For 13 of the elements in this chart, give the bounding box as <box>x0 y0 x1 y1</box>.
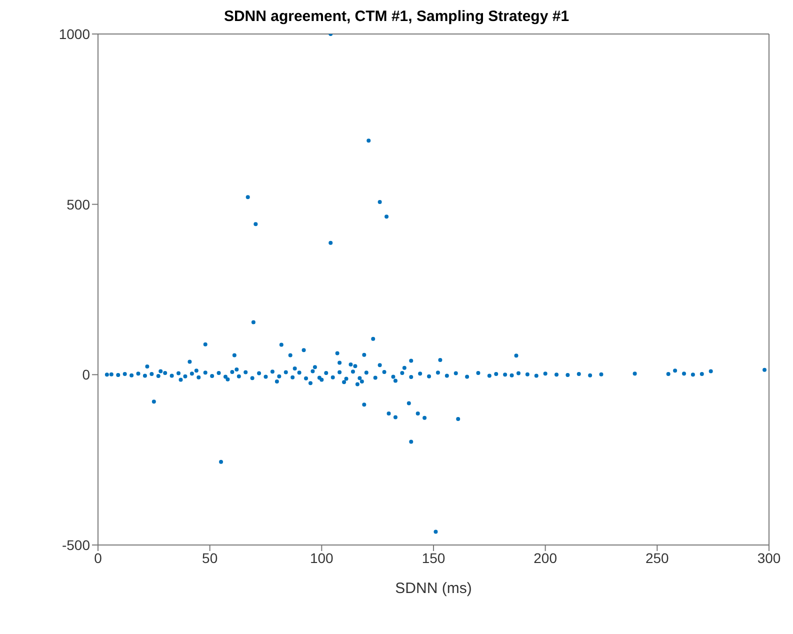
chart-title: SDNN agreement, CTM #1, Sampling Strategy #1 <box>222 8 570 25</box>
x-tick-label: 200 <box>534 550 558 566</box>
x-tick-label: 0 <box>94 550 102 566</box>
y-tick-label: 500 <box>66 196 90 212</box>
x-tick-label: 250 <box>645 550 670 566</box>
x-tick-label: 300 <box>757 550 781 566</box>
y-tick-label: -500 <box>62 536 90 553</box>
x-tick-label: 100 <box>310 550 334 566</box>
y-tick-label: 1000 <box>58 26 90 42</box>
x-axis-title: SDNN (ms) <box>395 580 472 597</box>
x-tick-label: 150 <box>422 550 446 566</box>
x-tick-label: 50 <box>202 550 218 566</box>
y-tick-label: 0 <box>82 366 90 383</box>
